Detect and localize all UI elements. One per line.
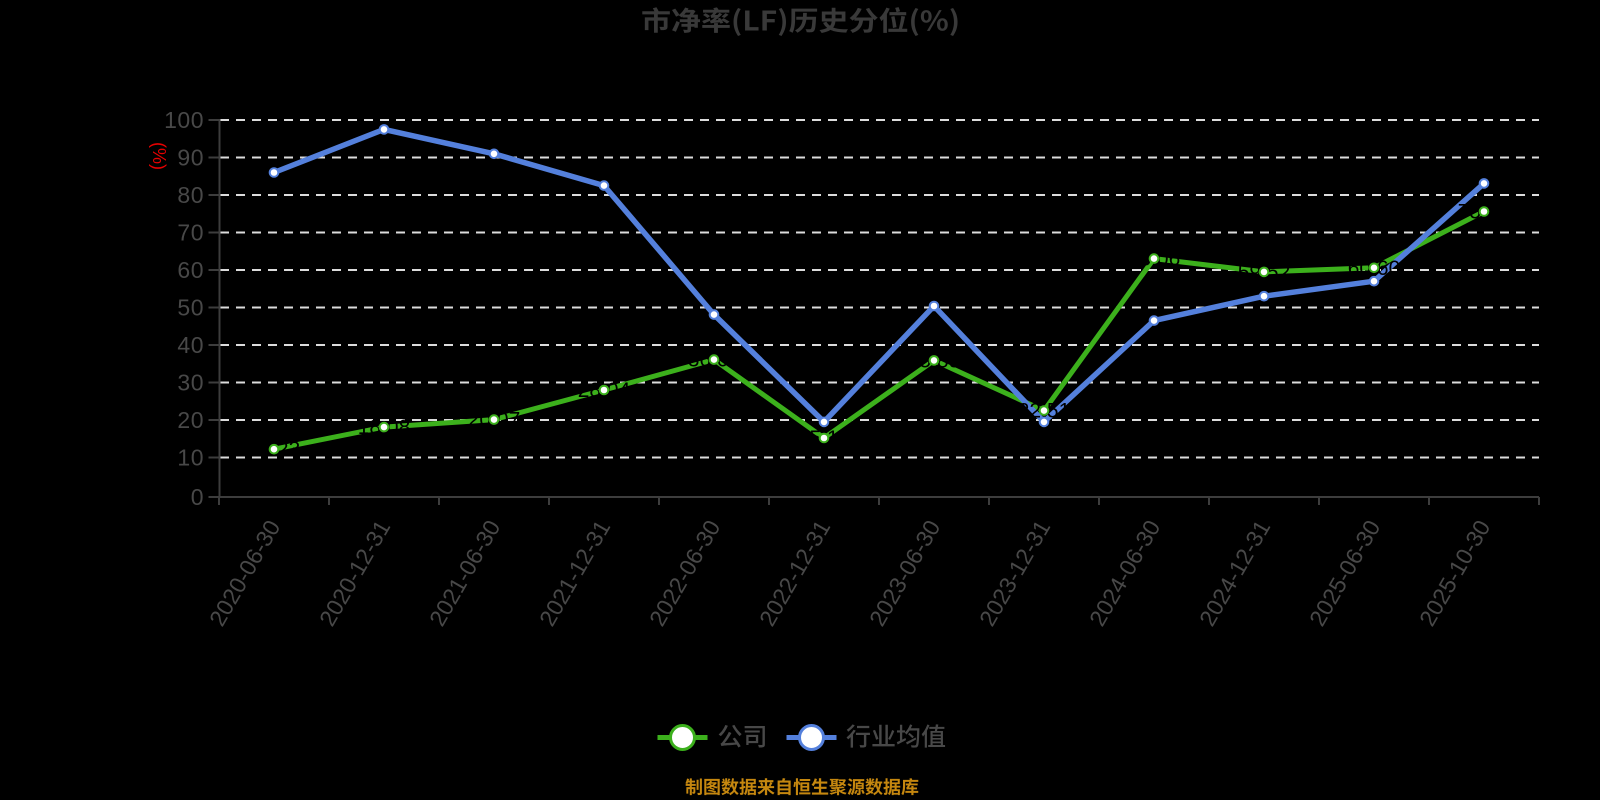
svg-text:(%): (%) xyxy=(149,142,169,170)
svg-text:10: 10 xyxy=(177,445,204,471)
svg-text:30: 30 xyxy=(177,370,204,396)
svg-text:50: 50 xyxy=(177,295,204,321)
svg-text:90: 90 xyxy=(177,145,204,171)
svg-text:60: 60 xyxy=(177,257,204,283)
svg-text:70: 70 xyxy=(177,220,204,246)
svg-text:80: 80 xyxy=(177,182,204,208)
svg-text:20: 20 xyxy=(177,407,204,433)
svg-text:100: 100 xyxy=(164,107,204,133)
svg-text:40: 40 xyxy=(177,332,204,358)
svg-text:0: 0 xyxy=(191,484,204,510)
